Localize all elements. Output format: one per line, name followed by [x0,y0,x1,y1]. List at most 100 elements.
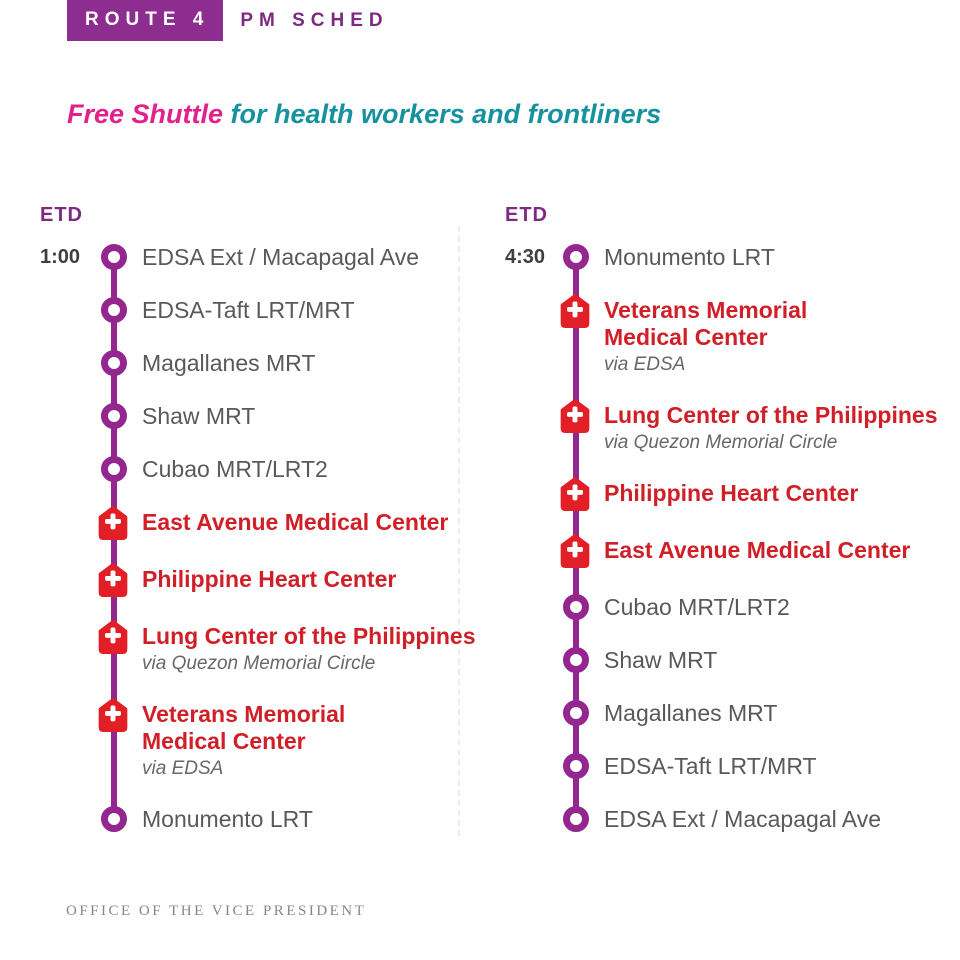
timeline-stop-station: Magallanes MRT [562,700,938,727]
stop-marker [98,620,128,654]
station-node-icon [563,753,589,779]
timeline-stop-station: Shaw MRT [100,403,476,430]
timeline-stop-station: EDSA Ext / Macapagal Ave [100,244,476,271]
hospital-cross-icon [560,534,590,568]
station-node-icon [563,244,589,270]
stop-labels: Monumento LRT [142,806,313,833]
timeline: 4:30 Monumento LRT Veterans Memorial Medi… [505,244,938,833]
stop-labels: EDSA-Taft LRT/MRT [604,753,817,780]
stop-name: Lung Center of the Philippines [604,402,938,428]
stop-labels: Cubao MRT/LRT2 [142,456,328,483]
office-attribution: OFFICE OF THE VICE PRESIDENT [66,903,367,919]
stop-marker [98,563,128,597]
stop-via-note: via Quezon Memorial Circle [142,653,376,674]
station-node-icon [101,350,127,376]
route-badge: ROUTE 4 [67,0,224,41]
hospital-cross-icon [98,563,128,597]
stop-marker [562,753,590,779]
hospital-cross-icon [98,698,128,732]
etd-label: ETD [505,204,548,226]
stop-name: EDSA-Taft LRT/MRT [604,753,817,779]
stop-labels: Philippine Heart Center [142,566,396,593]
stop-marker [98,506,128,540]
timeline-stop-station: EDSA-Taft LRT/MRT [562,753,938,780]
timeline-stop-hospital: Philippine Heart Center [98,563,476,597]
stop-labels: EDSA Ext / Macapagal Ave [604,806,881,833]
timeline-column-pm-1: ETD 1:00 EDSA Ext / Macapagal Ave EDSA-Ta… [40,204,476,833]
timeline-stop-hospital: Veterans Memorial Medical Center via EDSA [560,294,938,376]
departure-time: 4:30 [505,246,546,268]
stop-name: Cubao MRT/LRT2 [142,456,328,482]
timeline-stop-station: Cubao MRT/LRT2 [562,594,938,621]
station-node-icon [101,403,127,429]
stop-via-note: via EDSA [142,758,224,779]
timeline-stop-hospital: Lung Center of the Philippines via Quezon… [98,620,476,675]
stop-name: Veterans Memorial Medical Center [604,297,808,350]
stop-name: EDSA Ext / Macapagal Ave [142,244,420,270]
timeline-stop-hospital: East Avenue Medical Center [98,506,476,540]
stop-name: Monumento LRT [604,244,775,270]
hospital-cross-icon [560,477,590,511]
stop-marker [100,806,128,832]
stop-labels: Lung Center of the Philippines via Quezon… [142,623,476,675]
timeline-stop-hospital: Veterans Memorial Medical Center via EDSA [98,698,476,780]
stop-marker [100,403,128,429]
stop-labels: Philippine Heart Center [604,480,858,507]
timeline-stop-station: Shaw MRT [562,647,938,674]
stop-labels: Monumento LRT [604,244,775,271]
station-node-icon [101,297,127,323]
stop-labels: East Avenue Medical Center [604,537,910,564]
stop-labels: Shaw MRT [604,647,717,674]
poster-header: ROUTE 4 PM SCHED [67,0,389,41]
stop-name: East Avenue Medical Center [142,509,449,535]
stop-labels: Cubao MRT/LRT2 [604,594,790,621]
station-node-icon [101,806,127,832]
stop-marker [562,594,590,620]
stop-marker [100,456,128,482]
timeline-stop-station: Magallanes MRT [100,350,476,377]
stop-name: Magallanes MRT [604,700,778,726]
hospital-cross-icon [560,399,590,433]
stop-marker [562,806,590,832]
stop-marker [560,477,590,511]
stop-labels: Veterans Memorial Medical Center via EDSA [604,297,807,376]
stop-labels: Magallanes MRT [142,350,315,377]
stop-name: Monumento LRT [142,806,313,832]
stop-name: Magallanes MRT [142,350,316,376]
stop-labels: Lung Center of the Philippines via Quezon… [604,402,938,454]
stop-marker [560,534,590,568]
subtitle-rest: for health workers and frontliners [230,99,662,129]
station-node-icon [563,806,589,832]
station-node-icon [101,244,127,270]
stop-name: Shaw MRT [142,403,256,429]
departure-time: 1:00 [40,246,81,268]
stop-marker [100,350,128,376]
stop-labels: EDSA-Taft LRT/MRT [142,297,355,324]
stop-name: Cubao MRT/LRT2 [604,594,790,620]
station-node-icon [563,594,589,620]
station-node-icon [563,700,589,726]
stop-marker [560,399,590,433]
etd-label: ETD [40,204,83,226]
stop-marker [560,294,590,328]
stop-marker [100,244,128,270]
stop-marker [562,700,590,726]
hospital-cross-icon [560,294,590,328]
timeline: 1:00 EDSA Ext / Macapagal Ave EDSA-Taft L… [40,244,476,833]
hospital-cross-icon [98,620,128,654]
stop-marker [100,297,128,323]
stop-name: Shaw MRT [604,647,718,673]
column-divider [458,226,460,836]
timeline-stop-station: Cubao MRT/LRT2 [100,456,476,483]
stop-name: Lung Center of the Philippines [142,623,476,649]
stop-via-note: via Quezon Memorial Circle [604,432,838,453]
stop-labels: Veterans Memorial Medical Center via EDSA [142,701,345,780]
station-node-icon [101,456,127,482]
stop-name: Philippine Heart Center [142,566,397,592]
subtitle: Free Shuttle for health workers and fron… [67,99,661,130]
sched-label: PM SCHED [240,9,389,31]
stop-marker [562,647,590,673]
stop-name: EDSA Ext / Macapagal Ave [604,806,882,832]
stop-labels: East Avenue Medical Center [142,509,448,536]
